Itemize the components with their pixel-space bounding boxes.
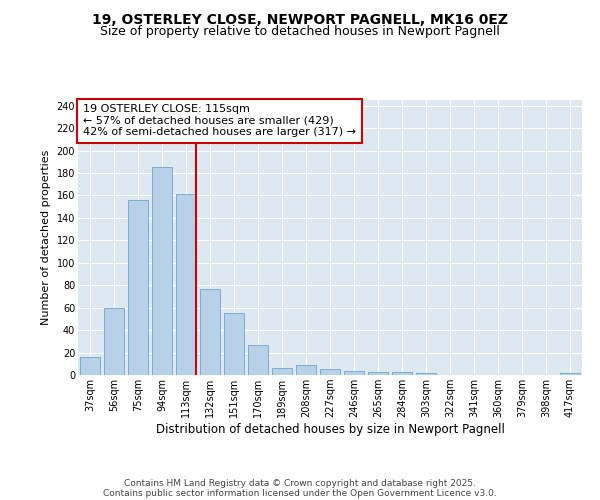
Text: Size of property relative to detached houses in Newport Pagnell: Size of property relative to detached ho… bbox=[100, 25, 500, 38]
Bar bbox=[344, 370, 364, 375]
Bar bbox=[272, 368, 292, 375]
Text: Contains HM Land Registry data © Crown copyright and database right 2025.: Contains HM Land Registry data © Crown c… bbox=[124, 478, 476, 488]
Bar bbox=[296, 365, 316, 375]
Y-axis label: Number of detached properties: Number of detached properties bbox=[41, 150, 51, 325]
Bar bbox=[416, 373, 436, 375]
Bar bbox=[368, 372, 388, 375]
Bar bbox=[128, 200, 148, 375]
Bar bbox=[80, 357, 100, 375]
Bar bbox=[200, 288, 220, 375]
Bar bbox=[248, 344, 268, 375]
Bar bbox=[104, 308, 124, 375]
Text: 19 OSTERLEY CLOSE: 115sqm
← 57% of detached houses are smaller (429)
42% of semi: 19 OSTERLEY CLOSE: 115sqm ← 57% of detac… bbox=[83, 104, 356, 138]
Bar bbox=[224, 314, 244, 375]
Bar bbox=[320, 370, 340, 375]
Text: 19, OSTERLEY CLOSE, NEWPORT PAGNELL, MK16 0EZ: 19, OSTERLEY CLOSE, NEWPORT PAGNELL, MK1… bbox=[92, 12, 508, 26]
Bar bbox=[152, 168, 172, 375]
Bar bbox=[176, 194, 196, 375]
X-axis label: Distribution of detached houses by size in Newport Pagnell: Distribution of detached houses by size … bbox=[155, 423, 505, 436]
Bar bbox=[560, 373, 580, 375]
Text: Contains public sector information licensed under the Open Government Licence v3: Contains public sector information licen… bbox=[103, 488, 497, 498]
Bar bbox=[392, 372, 412, 375]
